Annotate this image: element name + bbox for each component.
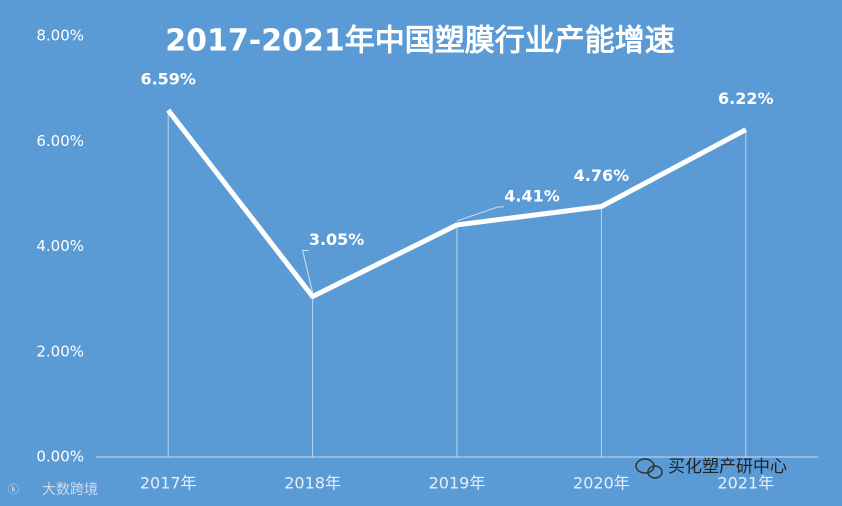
y-tick-label: 0.00% <box>36 448 84 466</box>
logo-mark: ⓚ <box>8 483 19 496</box>
data-label: 4.41% <box>504 186 560 205</box>
watermark: 大数跨境 <box>42 482 98 498</box>
x-tick-label: 2020年 <box>573 474 630 493</box>
x-tick-label: 2017年 <box>140 474 197 493</box>
leader-line <box>301 249 314 293</box>
x-tick-label: 2019年 <box>429 474 486 493</box>
y-tick-label: 8.00% <box>36 27 84 45</box>
y-tick-label: 4.00% <box>36 237 84 255</box>
data-label: 4.76% <box>574 166 630 185</box>
data-label: 3.05% <box>309 230 365 249</box>
y-tick-label: 6.00% <box>36 132 84 150</box>
watermark: 买化塑产研中心 <box>668 457 787 477</box>
wechat-icon <box>635 458 663 479</box>
data-line <box>166 108 747 299</box>
x-tick-label: 2018年 <box>284 474 341 493</box>
data-label: 6.59% <box>140 70 196 89</box>
data-label: 6.22% <box>718 89 774 108</box>
chart-title: 2017-2021年中国塑膜行业产能增速 <box>165 24 674 59</box>
y-tick-label: 2.00% <box>36 342 84 360</box>
x-tick-label: 2021年 <box>717 474 774 493</box>
leader-line <box>456 206 504 222</box>
